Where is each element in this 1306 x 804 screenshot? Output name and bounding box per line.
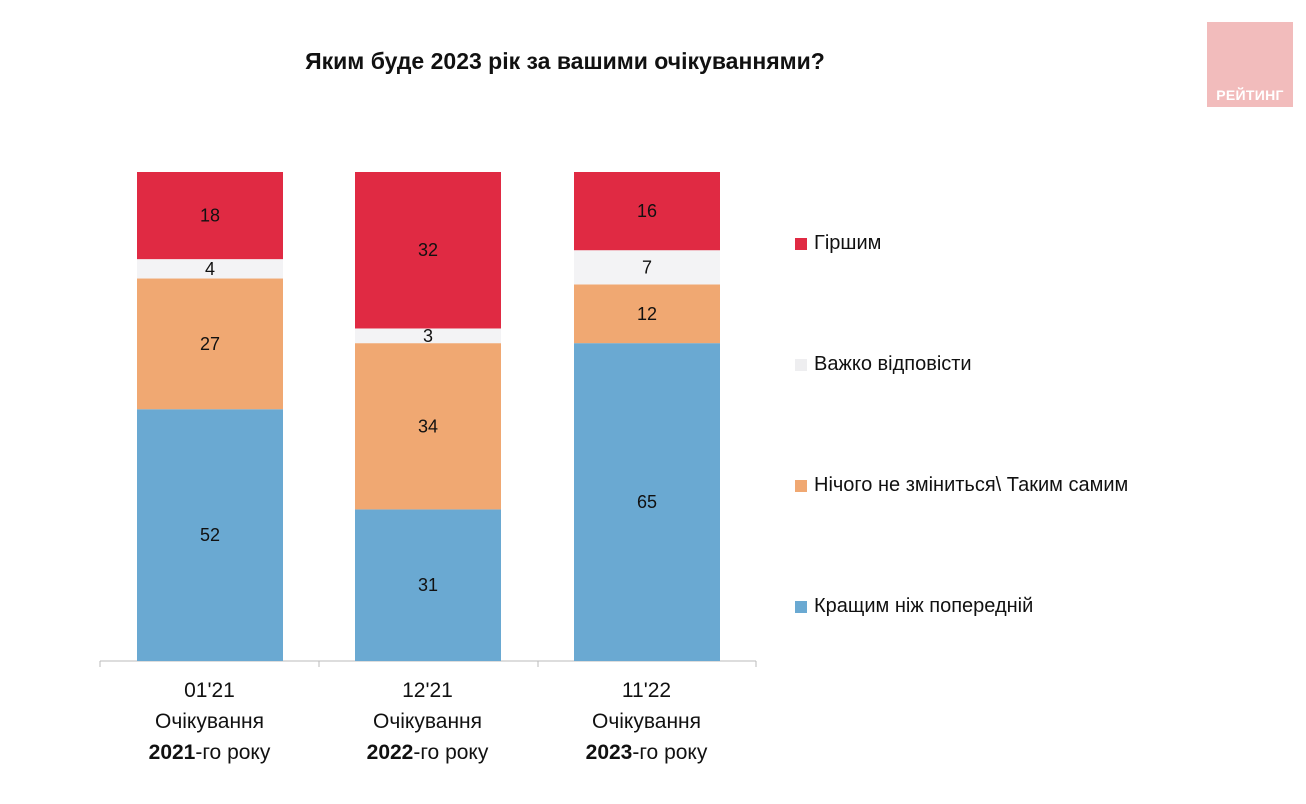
bar-segment <box>355 328 501 344</box>
category-year: 2023 <box>585 741 633 764</box>
category-year: 2021 <box>148 741 196 764</box>
bar-segment <box>355 509 501 661</box>
data-label: 31 <box>418 575 438 595</box>
bar-segment <box>574 343 720 661</box>
rating-logo: РЕЙТИНГ <box>1207 22 1293 107</box>
x-tick-label: 11'22 Очікування 2023-го року <box>537 675 756 768</box>
bar-segment <box>355 172 501 329</box>
legend-item: Нічого не зміниться\ Таким самим <box>795 474 1128 497</box>
x-tick-label: 01'21 Очікування 2021-го року <box>100 675 319 768</box>
chart-title: Яким буде 2023 рік за вашими очікуванням… <box>305 48 825 74</box>
category-line2: Очікування <box>591 710 702 733</box>
data-label: 3 <box>423 326 433 346</box>
bar-segment <box>355 343 501 510</box>
category-date: 01'21 <box>184 679 235 702</box>
category-date: 12'21 <box>402 679 453 702</box>
category-date: 11'22 <box>621 679 672 702</box>
bar-segment <box>137 172 283 260</box>
category-year-line: 2021-го року <box>100 737 319 768</box>
category-year-line: 2022-го року <box>318 737 537 768</box>
bar-segment <box>137 409 283 661</box>
category-suffix: -го року <box>195 741 271 764</box>
legend-swatch <box>795 479 807 492</box>
data-label: 12 <box>637 304 657 324</box>
legend-item: Кращим ніж попередній <box>795 595 1033 618</box>
legend-label: Гіршим <box>814 232 882 254</box>
bar-segment <box>574 250 720 285</box>
legend-swatch <box>795 600 807 613</box>
legend-label: Кращим ніж попередній <box>814 595 1034 617</box>
bar-segment <box>574 284 720 344</box>
data-label: 16 <box>637 201 657 221</box>
category-year-line: 2023-го року <box>537 737 756 768</box>
legend-label: Нічого не зміниться\ Таким самим <box>814 474 1129 496</box>
legend-item: Гіршим <box>795 232 881 255</box>
data-label: 32 <box>418 240 438 260</box>
category-year: 2022 <box>366 741 414 764</box>
data-label: 18 <box>200 206 220 226</box>
bar-segment <box>574 172 720 251</box>
data-label: 65 <box>637 492 657 512</box>
category-suffix: -го року <box>413 741 489 764</box>
data-label: 7 <box>642 257 652 277</box>
category-line2: Очікування <box>154 710 265 733</box>
category-line2: Очікування <box>372 710 483 733</box>
legend-swatch <box>795 237 807 250</box>
logo-text: РЕЙТИНГ <box>1216 87 1284 103</box>
legend-label: Важко відповісти <box>814 353 972 375</box>
data-label: 34 <box>418 416 438 436</box>
legend-item: Важко відповісти <box>795 353 972 376</box>
x-tick-label: 12'21 Очікування 2022-го року <box>318 675 537 768</box>
data-label: 52 <box>200 525 220 545</box>
category-suffix: -го року <box>632 741 708 764</box>
bar-segment <box>137 259 283 279</box>
data-label: 4 <box>205 259 215 279</box>
legend-swatch <box>795 358 807 371</box>
bar-segment <box>137 278 283 410</box>
data-label: 27 <box>200 334 220 354</box>
